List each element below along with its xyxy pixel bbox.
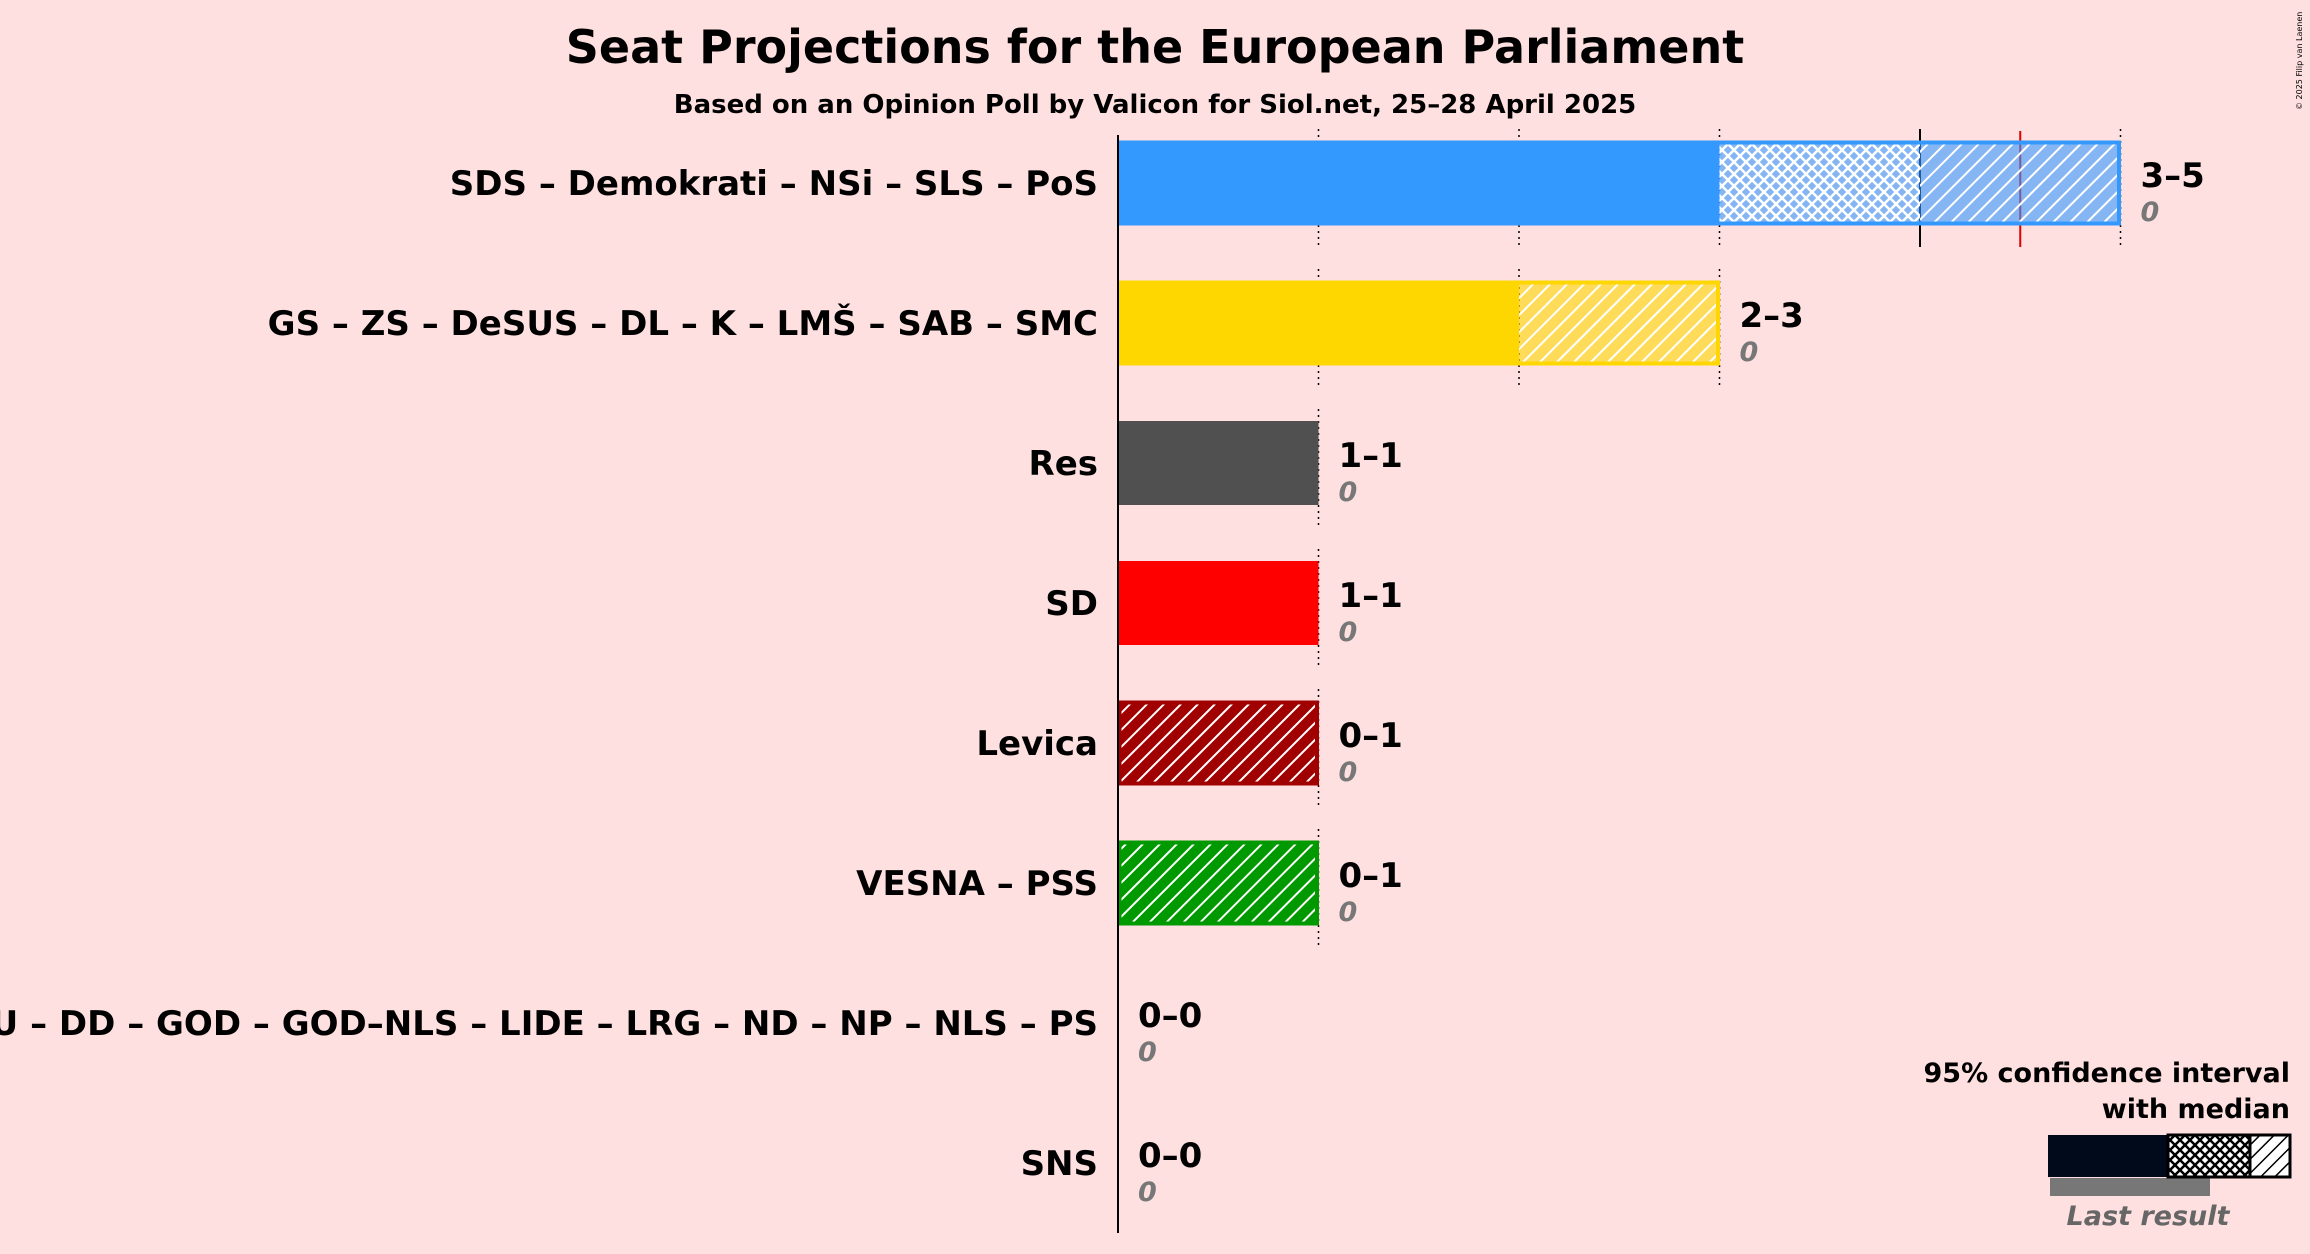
party-1-bar-certain <box>1118 281 1519 365</box>
chart-title: Seat Projections for the European Parlia… <box>566 20 1744 74</box>
legend-crosshatch-segment <box>2166 1133 2252 1179</box>
party-0-bar-crosshatch <box>1719 141 1920 225</box>
labels: SDS – Demokrati – NSi – SLS – PoS 3–50GS … <box>0 156 2205 1208</box>
party-4-bar-hatch <box>1118 701 1319 785</box>
legend-last-result-bar <box>2050 1178 2210 1196</box>
legend-last-result-label: Last result <box>2067 1201 2231 1232</box>
party-2-bar-certain <box>1118 421 1319 505</box>
party-6-range-label: 0–0 <box>1138 996 1202 1036</box>
party-3-last-result: 0 <box>1339 617 1358 648</box>
party-0-bar-certain <box>1118 141 1720 225</box>
legend-hatch-segment <box>2248 1133 2292 1179</box>
party-6-last-result: 0 <box>1138 1037 1157 1068</box>
party-3-range-label: 1–1 <box>1339 576 1403 616</box>
party-4-range-label: 0–1 <box>1339 716 1403 756</box>
party-0-bar-hatch <box>1920 141 2121 225</box>
party-1-bar-hatch <box>1519 281 1720 365</box>
party-2-label: Res <box>1029 444 1098 484</box>
bars <box>1117 140 2121 926</box>
party-1-label: GS – ZS – DeSUS – DL – K – LMŠ – SAB – S… <box>268 303 1098 344</box>
party-4-bar-outline <box>1117 700 1319 786</box>
party-1-bar-outline <box>1117 280 1720 366</box>
party-0-bar-outline <box>1117 140 2121 226</box>
party-7-range-label: 0–0 <box>1138 1136 1202 1176</box>
party-1-range-label: 2–3 <box>1740 296 1804 336</box>
party-2-last-result: 0 <box>1339 477 1358 508</box>
party-5-bar-hatch <box>1118 841 1319 925</box>
party-5-range-label: 0–1 <box>1339 856 1403 896</box>
grid-lines <box>1317 129 2122 947</box>
chart-subtitle: Based on an Opinion Poll by Valicon for … <box>674 90 1637 120</box>
party-7-last-result: 0 <box>1138 1177 1157 1208</box>
party-4-last-result: 0 <box>1339 757 1358 788</box>
copyright-notice: © 2025 Filip van Laenen <box>2295 12 2304 110</box>
party-5-last-result: 0 <box>1339 897 1358 928</box>
party-5-bar-outline <box>1117 840 1319 926</box>
party-0-last-result: 0 <box>2141 197 2160 228</box>
party-0-label: SDS – Demokrati – NSi – SLS – PoS <box>450 164 1098 204</box>
party-5-label: VESNA – PSS <box>856 864 1098 904</box>
legend-title-line2: with median <box>2102 1094 2290 1125</box>
party-3-bar-certain <box>1118 561 1319 645</box>
legend: 95% confidence interval with median Last… <box>1924 1058 2292 1232</box>
party-6-label: GU – DD – GOD – GOD–NLS – LIDE – LRG – N… <box>0 1004 1098 1044</box>
legend-title-line1: 95% confidence interval <box>1924 1058 2290 1089</box>
party-3-label: SD <box>1045 584 1098 624</box>
party-0-range-label: 3–5 <box>2141 156 2205 196</box>
legend-solid-segment <box>2048 1135 2168 1177</box>
party-1-last-result: 0 <box>1740 337 1759 368</box>
party-2-range-label: 1–1 <box>1339 436 1403 476</box>
party-4-label: Levica <box>976 724 1098 764</box>
party-7-label: SNS <box>1021 1144 1098 1184</box>
